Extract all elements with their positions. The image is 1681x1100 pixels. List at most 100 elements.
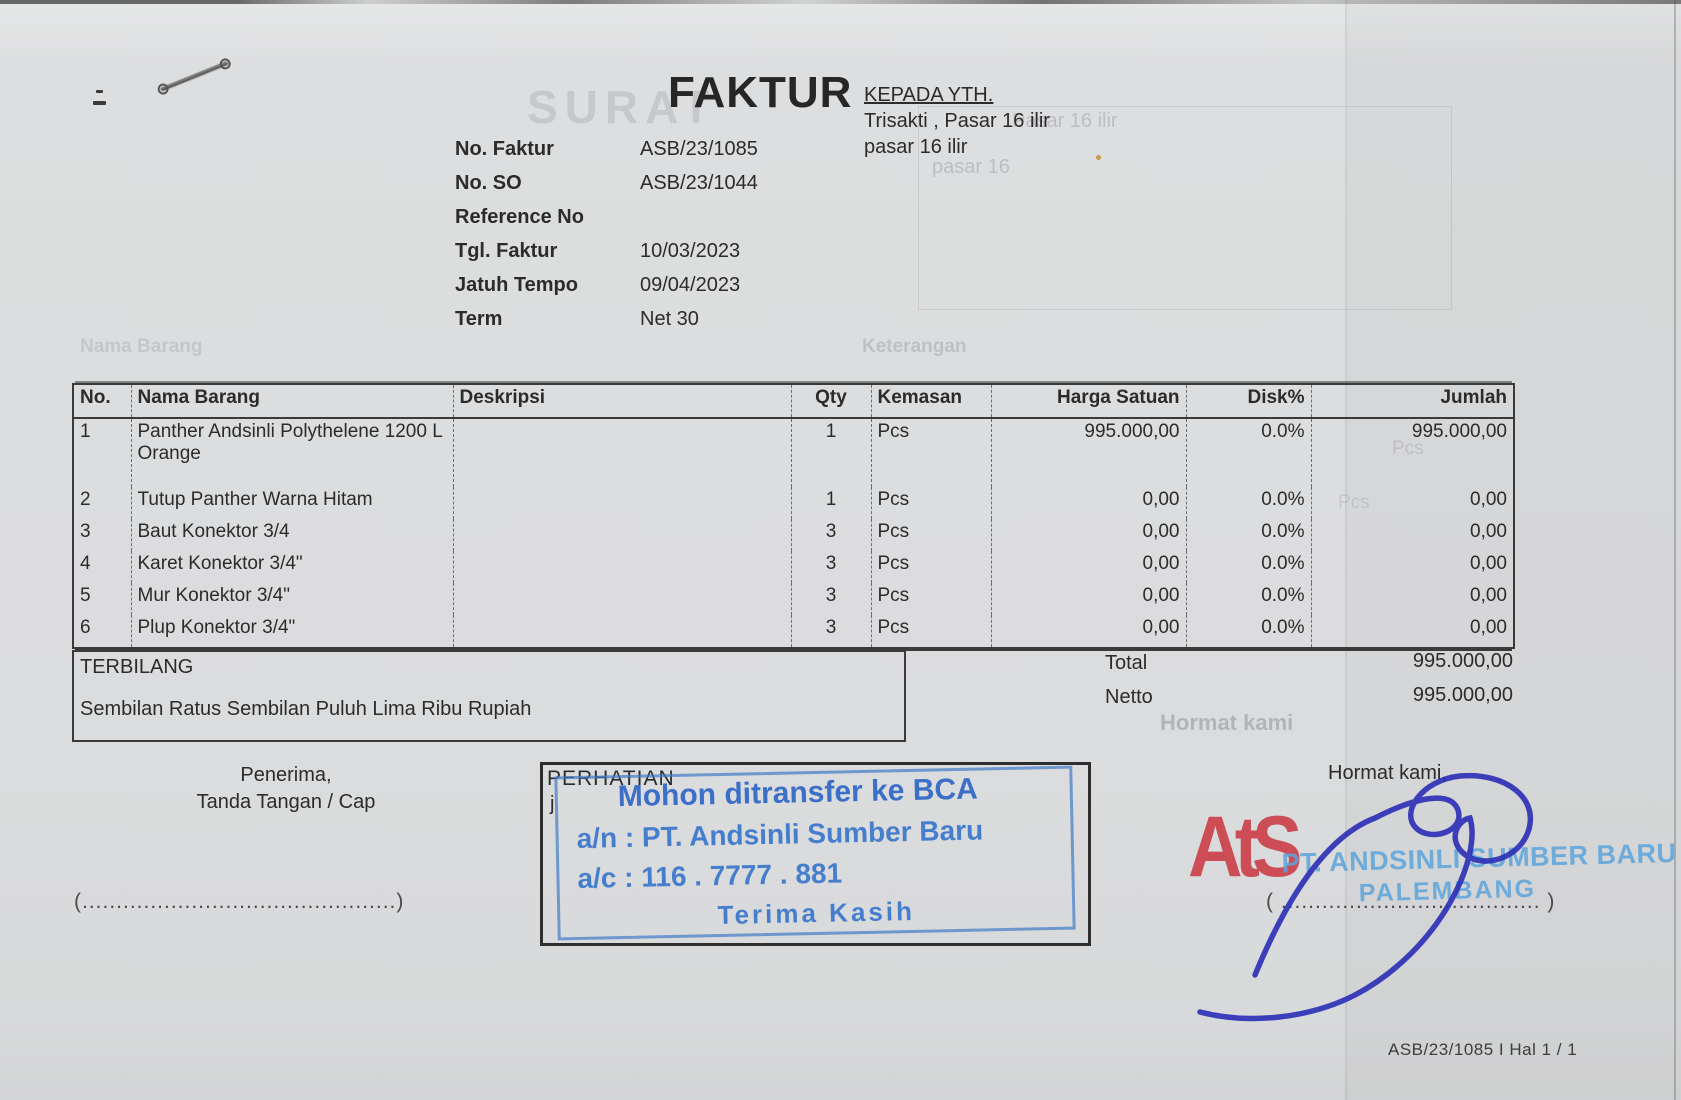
col-header-harga-satuan: Harga Satuan	[990, 384, 1186, 419]
receiver-sign-line: (.......................................…	[74, 890, 405, 913]
cell-harga: 995.000,00	[990, 418, 1186, 487]
cell-jumlah: 0,00	[1310, 615, 1514, 648]
cell-disk: 0.0%	[1185, 487, 1311, 519]
netto-label: Netto	[1105, 686, 1153, 708]
meta-value: 10/03/2023	[640, 240, 741, 262]
staple	[159, 60, 229, 92]
meta-label: Tgl. Faktur	[455, 240, 558, 262]
recipient-address: pasar 16 ilir	[864, 136, 968, 158]
cell-name: Panther Andsinli Polythelene 1200 L Oran…	[130, 418, 453, 487]
col-header-disk: Disk%	[1185, 384, 1311, 419]
stamp-line-transfer: Mohon ditransfer ke BCA	[617, 772, 979, 814]
cell-name: Mur Konektor 3/4"	[130, 583, 453, 615]
table-row: 2 Tutup Panther Warna Hitam 1 Pcs 0,00 0…	[73, 487, 1514, 519]
cell-kemasan: Pcs	[870, 418, 991, 487]
company-logo-stamp: AtS	[1188, 799, 1303, 895]
cell-name: Baut Konektor 3/4	[130, 519, 453, 551]
col-header-qty: Qty	[790, 384, 871, 419]
terbilang-label: TERBILANG	[80, 656, 194, 678]
cell-kemasan: Pcs	[870, 583, 991, 615]
cell-disk: 0.0%	[1185, 551, 1311, 583]
cell-desc	[452, 487, 791, 519]
ghost-text: pasar 16	[932, 156, 1010, 178]
cell-harga: 0,00	[990, 615, 1186, 648]
document-title: FAKTUR	[668, 68, 853, 117]
cell-name: Tutup Panther Warna Hitam	[130, 487, 453, 519]
col-header-no: No.	[73, 384, 131, 419]
cell-disk: 0.0%	[1185, 583, 1311, 615]
meta-value: 09/04/2023	[640, 274, 741, 296]
cell-disk: 0.0%	[1185, 519, 1311, 551]
ghost-text: Keterangan	[862, 336, 967, 357]
cell-desc	[452, 519, 791, 551]
col-header-nama-barang: Nama Barang	[130, 384, 453, 419]
meta-value: ASB/23/1044	[640, 172, 758, 194]
cell-harga: 0,00	[990, 519, 1186, 551]
col-header-deskripsi: Deskripsi	[452, 384, 791, 419]
cell-jumlah: 0,00	[1310, 551, 1514, 583]
cell-qty: 3	[790, 519, 871, 551]
cell-jumlah: 995.000,00	[1310, 418, 1514, 487]
col-header-kemasan: Kemasan	[870, 384, 991, 419]
receiver-sublabel: Tanda Tangan / Cap	[196, 791, 376, 813]
cell-jumlah: 0,00	[1310, 487, 1514, 519]
bank-transfer-stamp: Mohon ditransfer ke BCA a/n : PT. Andsin…	[554, 765, 1076, 941]
stamp-line-account-number: a/c : 116 . 7777 . 881	[577, 857, 843, 894]
stamp-line-account-name: a/n : PT. Andsinli Sumber Baru	[576, 814, 984, 854]
cell-disk: 0.0%	[1185, 615, 1311, 648]
cell-desc	[452, 551, 791, 583]
table-header-row: No. Nama Barang Deskripsi Qty Kemasan Ha…	[73, 384, 1514, 419]
cell-desc	[452, 583, 791, 615]
receiver-label: Penerima,	[240, 764, 332, 786]
scan-edge	[0, 0, 1681, 4]
cell-no: 5	[80, 585, 91, 606]
cell-desc	[452, 418, 791, 487]
stamp-line-thanks: Terima Kasih	[717, 895, 916, 931]
cell-harga: 0,00	[990, 551, 1186, 583]
sender-sign-line: ( ......................................…	[1266, 890, 1556, 913]
table-row: 6 Plup Konektor 3/4" 3 Pcs 0,00 0.0% 0,0…	[73, 615, 1514, 648]
cell-jumlah: 0,00	[1310, 583, 1514, 615]
total-value: 995.000,00	[1412, 650, 1513, 672]
meta-label: Reference No	[455, 206, 584, 228]
amount-in-words: Sembilan Ratus Sembilan Puluh Lima Ribu …	[80, 698, 532, 720]
cell-no: 2	[80, 489, 91, 510]
attention-sub-mark: j	[550, 793, 555, 815]
meta-value: Net 30	[640, 308, 699, 330]
cell-harga: 0,00	[990, 487, 1186, 519]
receiver-signature-block: Penerima, Tanda Tangan / Cap	[130, 762, 442, 816]
sender-signature-heading: Hormat kami,	[1328, 762, 1447, 784]
cell-qty: 3	[790, 615, 871, 648]
cell-harga: 0,00	[990, 583, 1186, 615]
ghost-text: Nama Barang	[80, 336, 203, 357]
recipient-name: Trisakti , Pasar 16 ilir	[864, 110, 1050, 132]
meta-label: Term	[455, 308, 503, 330]
cell-no: 3	[80, 521, 91, 542]
cell-jumlah: 0,00	[1310, 519, 1514, 551]
table-row: 3 Baut Konektor 3/4 3 Pcs 0,00 0.0% 0,00	[73, 519, 1514, 551]
terbilang-box: TERBILANG Sembilan Ratus Sembilan Puluh …	[72, 650, 906, 742]
cell-no: 6	[80, 617, 91, 638]
cell-qty: 3	[790, 583, 871, 615]
cell-name: Karet Konektor 3/4"	[130, 551, 453, 583]
cell-no: 4	[80, 553, 91, 574]
total-label: Total	[1105, 652, 1148, 674]
ghost-box	[918, 106, 1452, 310]
cell-kemasan: Pcs	[870, 519, 991, 551]
recipient-heading: KEPADA YTH.	[864, 84, 994, 106]
ink-speck	[96, 90, 103, 93]
paper-edge	[1674, 0, 1676, 1100]
ghost-text: Hormat kami	[1160, 710, 1294, 735]
items-table: No. Nama Barang Deskripsi Qty Kemasan Ha…	[72, 383, 1515, 649]
meta-label: No. SO	[455, 172, 522, 194]
attention-box: PERHATIAN j	[540, 762, 1091, 946]
cell-kemasan: Pcs	[870, 615, 991, 648]
table-row: 5 Mur Konektor 3/4" 3 Pcs 0,00 0.0% 0,00	[73, 583, 1514, 615]
ghost-text: Pasar 16 ilir	[1012, 110, 1118, 132]
table-row: 1 Panther Andsinli Polythelene 1200 L Or…	[73, 418, 1514, 487]
cell-no: 1	[80, 421, 91, 442]
recipient-block: KEPADA YTH. Trisakti , Pasar 16 ilir pas…	[864, 82, 1050, 160]
cell-qty: 3	[790, 551, 871, 583]
cell-desc	[452, 615, 791, 648]
